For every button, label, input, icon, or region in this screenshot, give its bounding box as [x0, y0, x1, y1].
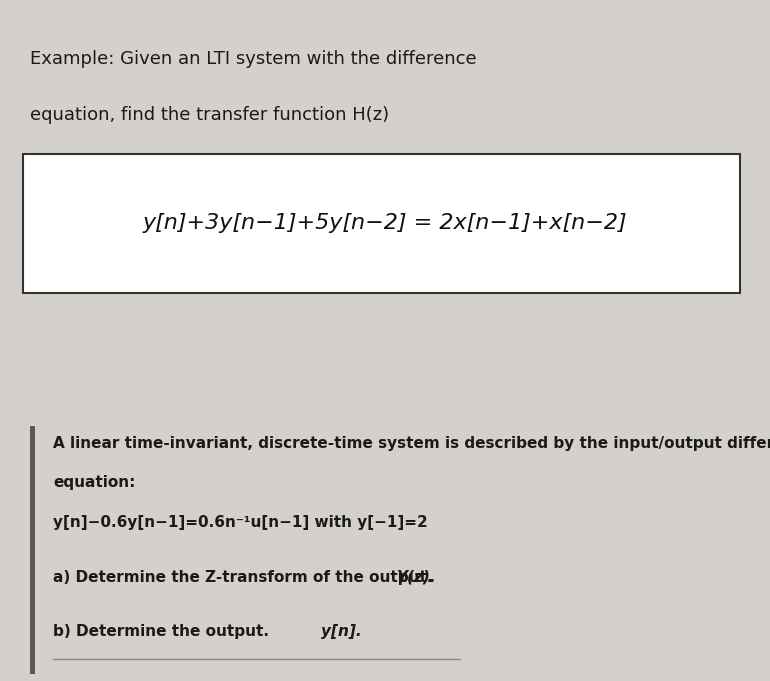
Text: equation, find the transfer function H(z): equation, find the transfer function H(z… [30, 106, 390, 124]
Text: b) Determine the output.: b) Determine the output. [53, 624, 269, 639]
Text: y[n]−0.6y[n−1]=0.6n⁻¹u[n−1] with y[−1]=2: y[n]−0.6y[n−1]=0.6n⁻¹u[n−1] with y[−1]=2 [53, 515, 427, 530]
Text: y[n]+3y[n−1]+5y[n−2] = 2x[n−1]+x[n−2]: y[n]+3y[n−1]+5y[n−2] = 2x[n−1]+x[n−2] [142, 213, 628, 234]
Text: equation:: equation: [53, 475, 136, 490]
Text: Example: Given an LTI system with the difference: Example: Given an LTI system with the di… [30, 50, 477, 68]
Text: a) Determine the Z-transform of the output.: a) Determine the Z-transform of the outp… [53, 570, 433, 585]
Text: Y(z).: Y(z). [397, 570, 436, 585]
Text: A linear time-invariant, discrete-time system is described by the input/output d: A linear time-invariant, discrete-time s… [53, 436, 770, 451]
FancyBboxPatch shape [23, 154, 740, 293]
Text: y[n].: y[n]. [321, 624, 361, 639]
Bar [30, 426, 35, 674]
